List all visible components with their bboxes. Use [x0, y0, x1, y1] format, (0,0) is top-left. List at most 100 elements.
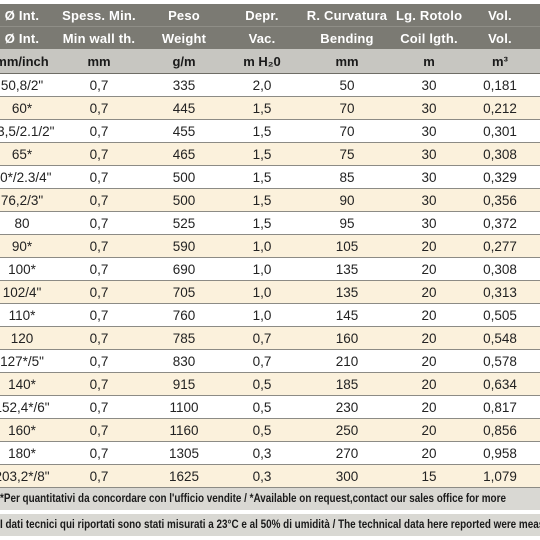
table-row: 180* 0,7 1305 0,3 270 20 0,958 — [0, 441, 540, 465]
col-header-extra-en — [538, 26, 540, 49]
cell-wall: 0,7 — [56, 257, 142, 281]
cell-diameter: 160* — [0, 418, 56, 442]
cell-wall: 0,7 — [56, 303, 142, 327]
cell-coil: 20 — [396, 418, 462, 442]
cell-volume: 0,817 — [462, 395, 538, 419]
cell-extra — [538, 142, 540, 166]
cell-vacuum: 0,5 — [226, 372, 298, 396]
cell-vacuum: 2,0 — [226, 73, 298, 97]
cell-vacuum: 1,0 — [226, 280, 298, 304]
cell-wall: 0,7 — [56, 441, 142, 465]
cell-wall: 0,7 — [56, 234, 142, 258]
cell-diameter: 70*/2.3/4" — [0, 165, 56, 189]
unit-bending: mm — [298, 49, 396, 74]
cell-weight: 1625 — [142, 464, 226, 488]
cell-vacuum: 1,5 — [226, 188, 298, 212]
cell-extra — [538, 165, 540, 189]
cell-diameter: 127*/5" — [0, 349, 56, 373]
cell-vacuum: 1,5 — [226, 119, 298, 143]
cell-wall: 0,7 — [56, 165, 142, 189]
cell-bending: 95 — [298, 211, 396, 235]
table-row: 102/4" 0,7 705 1,0 135 20 0,313 — [0, 280, 540, 304]
cell-coil: 30 — [396, 142, 462, 166]
cell-weight: 335 — [142, 73, 226, 97]
cell-bending: 135 — [298, 280, 396, 304]
cell-coil: 30 — [396, 211, 462, 235]
table-row: 140* 0,7 915 0,5 185 20 0,634 — [0, 372, 540, 396]
cell-vacuum: 1,5 — [226, 165, 298, 189]
cell-diameter: 90* — [0, 234, 56, 258]
cell-wall: 0,7 — [56, 395, 142, 419]
col-header-coil-it: Lg. Rotolo — [396, 4, 462, 27]
table-row: 76,2/3" 0,7 500 1,5 90 30 0,356 — [0, 188, 540, 212]
cell-volume: 0,578 — [462, 349, 538, 373]
cell-diameter: 50,8/2" — [0, 73, 56, 97]
cell-diameter: 80 — [0, 211, 56, 235]
availability-note: *Per quantitativi da concordare con l'uf… — [0, 488, 540, 510]
cell-bending: 75 — [298, 142, 396, 166]
cell-bending: 210 — [298, 349, 396, 373]
cell-bending: 105 — [298, 234, 396, 258]
col-header-bending-en: Bending — [298, 26, 396, 49]
cell-volume: 0,329 — [462, 165, 538, 189]
cell-diameter: 76,2/3" — [0, 188, 56, 212]
cell-diameter: 140* — [0, 372, 56, 396]
cell-weight: 525 — [142, 211, 226, 235]
cell-extra — [538, 280, 540, 304]
cell-wall: 0,7 — [56, 73, 142, 97]
table-row: 110* 0,7 760 1,0 145 20 0,505 — [0, 303, 540, 327]
cell-coil: 20 — [396, 280, 462, 304]
cell-extra — [538, 257, 540, 281]
cell-wall: 0,7 — [56, 119, 142, 143]
cell-weight: 705 — [142, 280, 226, 304]
cell-weight: 915 — [142, 372, 226, 396]
cell-diameter: 120 — [0, 326, 56, 350]
cell-vacuum: 1,5 — [226, 142, 298, 166]
cell-weight: 785 — [142, 326, 226, 350]
cell-volume: 0,356 — [462, 188, 538, 212]
cell-bending: 185 — [298, 372, 396, 396]
cell-coil: 20 — [396, 257, 462, 281]
cell-extra — [538, 349, 540, 373]
unit-volume: m³ — [462, 49, 538, 74]
cell-volume: 0,308 — [462, 257, 538, 281]
cell-extra — [538, 372, 540, 396]
cell-weight: 500 — [142, 188, 226, 212]
cell-vacuum: 1,0 — [226, 234, 298, 258]
cell-extra — [538, 234, 540, 258]
cell-vacuum: 0,3 — [226, 464, 298, 488]
cell-vacuum: 1,0 — [226, 257, 298, 281]
table-row: 80 0,7 525 1,5 95 30 0,372 — [0, 211, 540, 235]
cell-weight: 455 — [142, 119, 226, 143]
cell-vacuum: 0,5 — [226, 418, 298, 442]
cell-volume: 0,548 — [462, 326, 538, 350]
cell-wall: 0,7 — [56, 211, 142, 235]
cell-diameter: 203,2*/8" — [0, 464, 56, 488]
header-row-english: Ø Int. Min wall th. Weight Vac. Bending … — [0, 26, 540, 49]
cell-volume: 1,079 — [462, 464, 538, 488]
unit-extra — [538, 49, 540, 74]
cell-extra — [538, 326, 540, 350]
cell-extra — [538, 395, 540, 419]
cell-weight: 465 — [142, 142, 226, 166]
unit-diameter: mm/inch — [0, 49, 56, 74]
cell-weight: 760 — [142, 303, 226, 327]
cell-bending: 85 — [298, 165, 396, 189]
cell-vacuum: 0,7 — [226, 326, 298, 350]
cell-vacuum: 0,3 — [226, 441, 298, 465]
col-header-wall-en: Min wall th. — [56, 26, 142, 49]
col-header-coil-en: Coil lgth. — [396, 26, 462, 49]
cell-coil: 30 — [396, 73, 462, 97]
table-row: 160* 0,7 1160 0,5 250 20 0,856 — [0, 418, 540, 442]
cell-bending: 250 — [298, 418, 396, 442]
cell-diameter: 110* — [0, 303, 56, 327]
cell-weight: 690 — [142, 257, 226, 281]
cell-wall: 0,7 — [56, 326, 142, 350]
cell-coil: 20 — [396, 303, 462, 327]
cell-coil: 30 — [396, 165, 462, 189]
cell-diameter: 102/4" — [0, 280, 56, 304]
cell-volume: 0,313 — [462, 280, 538, 304]
cell-bending: 135 — [298, 257, 396, 281]
